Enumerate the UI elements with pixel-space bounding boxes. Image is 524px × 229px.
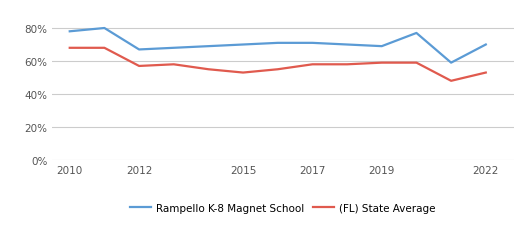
Rampello K-8 Magnet School xyxy=(344,44,350,47)
(FL) State Average xyxy=(67,47,73,50)
(FL) State Average xyxy=(483,72,489,75)
Rampello K-8 Magnet School xyxy=(67,31,73,33)
Rampello K-8 Magnet School xyxy=(171,47,177,50)
Rampello K-8 Magnet School xyxy=(448,62,454,65)
Rampello K-8 Magnet School xyxy=(240,44,246,47)
(FL) State Average xyxy=(448,80,454,83)
Legend: Rampello K-8 Magnet School, (FL) State Average: Rampello K-8 Magnet School, (FL) State A… xyxy=(126,199,440,217)
Rampello K-8 Magnet School xyxy=(101,27,107,30)
Rampello K-8 Magnet School xyxy=(205,46,212,48)
(FL) State Average xyxy=(136,65,142,68)
Line: Rampello K-8 Magnet School: Rampello K-8 Magnet School xyxy=(70,29,486,63)
(FL) State Average xyxy=(205,68,212,71)
(FL) State Average xyxy=(413,62,420,65)
Line: (FL) State Average: (FL) State Average xyxy=(70,49,486,82)
(FL) State Average xyxy=(171,64,177,66)
Rampello K-8 Magnet School xyxy=(309,42,315,45)
(FL) State Average xyxy=(344,64,350,66)
Rampello K-8 Magnet School xyxy=(275,42,281,45)
(FL) State Average xyxy=(379,62,385,65)
(FL) State Average xyxy=(309,64,315,66)
(FL) State Average xyxy=(240,72,246,75)
(FL) State Average xyxy=(275,68,281,71)
(FL) State Average xyxy=(101,47,107,50)
Rampello K-8 Magnet School xyxy=(483,44,489,47)
Rampello K-8 Magnet School xyxy=(136,49,142,52)
Rampello K-8 Magnet School xyxy=(413,33,420,35)
Rampello K-8 Magnet School xyxy=(379,46,385,48)
